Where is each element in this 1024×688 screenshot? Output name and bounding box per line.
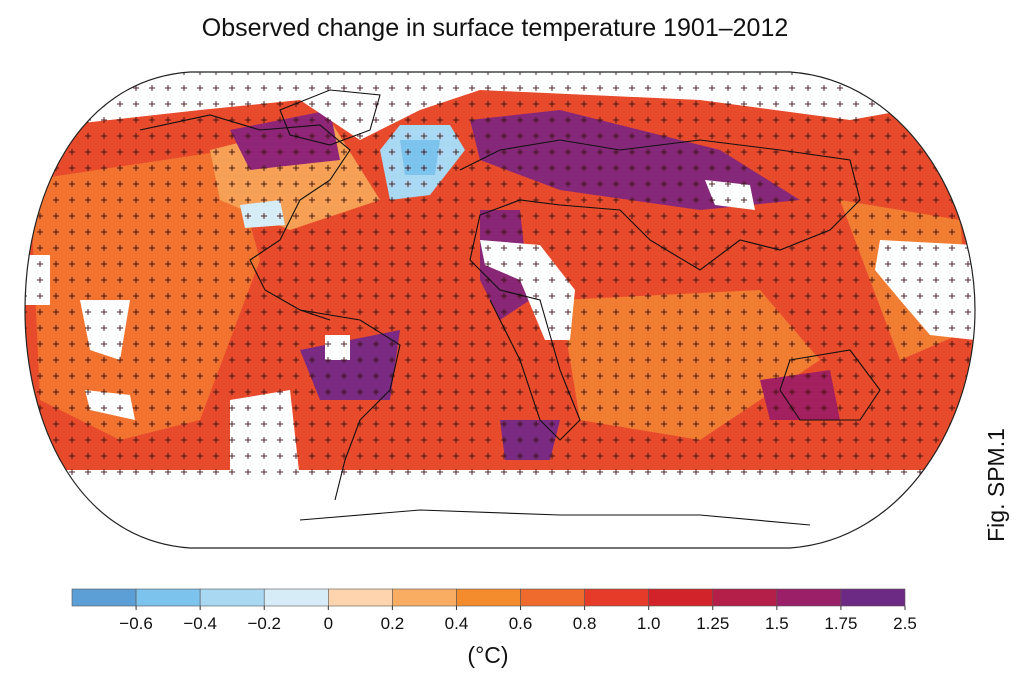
colorbar-bin	[456, 588, 521, 607]
colorbar-tick-label: 1.5	[765, 614, 789, 633]
map-outline	[24, 71, 976, 549]
colorbar-bin	[263, 588, 329, 607]
colorbar-bin	[584, 588, 649, 607]
colorbar-bin	[392, 588, 457, 607]
colorbar-bin	[776, 588, 842, 607]
colorbar-tick-label: −0.4	[183, 614, 217, 633]
colorbar-tick-label: −0.6	[119, 614, 153, 633]
figure-label: Fig. SPM.1	[983, 428, 1009, 542]
colorbar-tick-label: 2.5	[893, 614, 917, 633]
colorbar-bin	[712, 588, 778, 607]
colorbar-tick-label: 0.2	[381, 614, 405, 633]
colorbar-bin	[648, 588, 714, 607]
colorbar-bin	[328, 588, 393, 607]
colorbar-bin	[520, 588, 585, 607]
colorbar-tick-label: 1.75	[824, 614, 857, 633]
colorbar-bin	[135, 588, 201, 607]
temperature-map	[25, 72, 975, 548]
colorbar-tick-label: −0.2	[247, 614, 281, 633]
colorbar-bin	[199, 588, 265, 607]
colorbar-tick-label: 0.6	[509, 614, 533, 633]
colorbar-bin	[840, 588, 906, 607]
colorbar-tick-label: 0.8	[573, 614, 597, 633]
colorbar-bin	[71, 588, 137, 607]
colorbar-tick-label: 0	[324, 614, 333, 633]
map-title: Observed change in surface temperature 1…	[202, 14, 789, 42]
colorbar-tick-label: 1.0	[637, 614, 661, 633]
colorbar-tick-label: 0.4	[445, 614, 469, 633]
colorbar-tick-label: 1.25	[696, 614, 729, 633]
colorbar: −0.6 −0.4 −0.2 0 0.2 0.4 0.6 0.8 1.0 1.25 1.5 1.75 2…	[71, 588, 917, 633]
unit-label: (°C)	[467, 642, 508, 668]
